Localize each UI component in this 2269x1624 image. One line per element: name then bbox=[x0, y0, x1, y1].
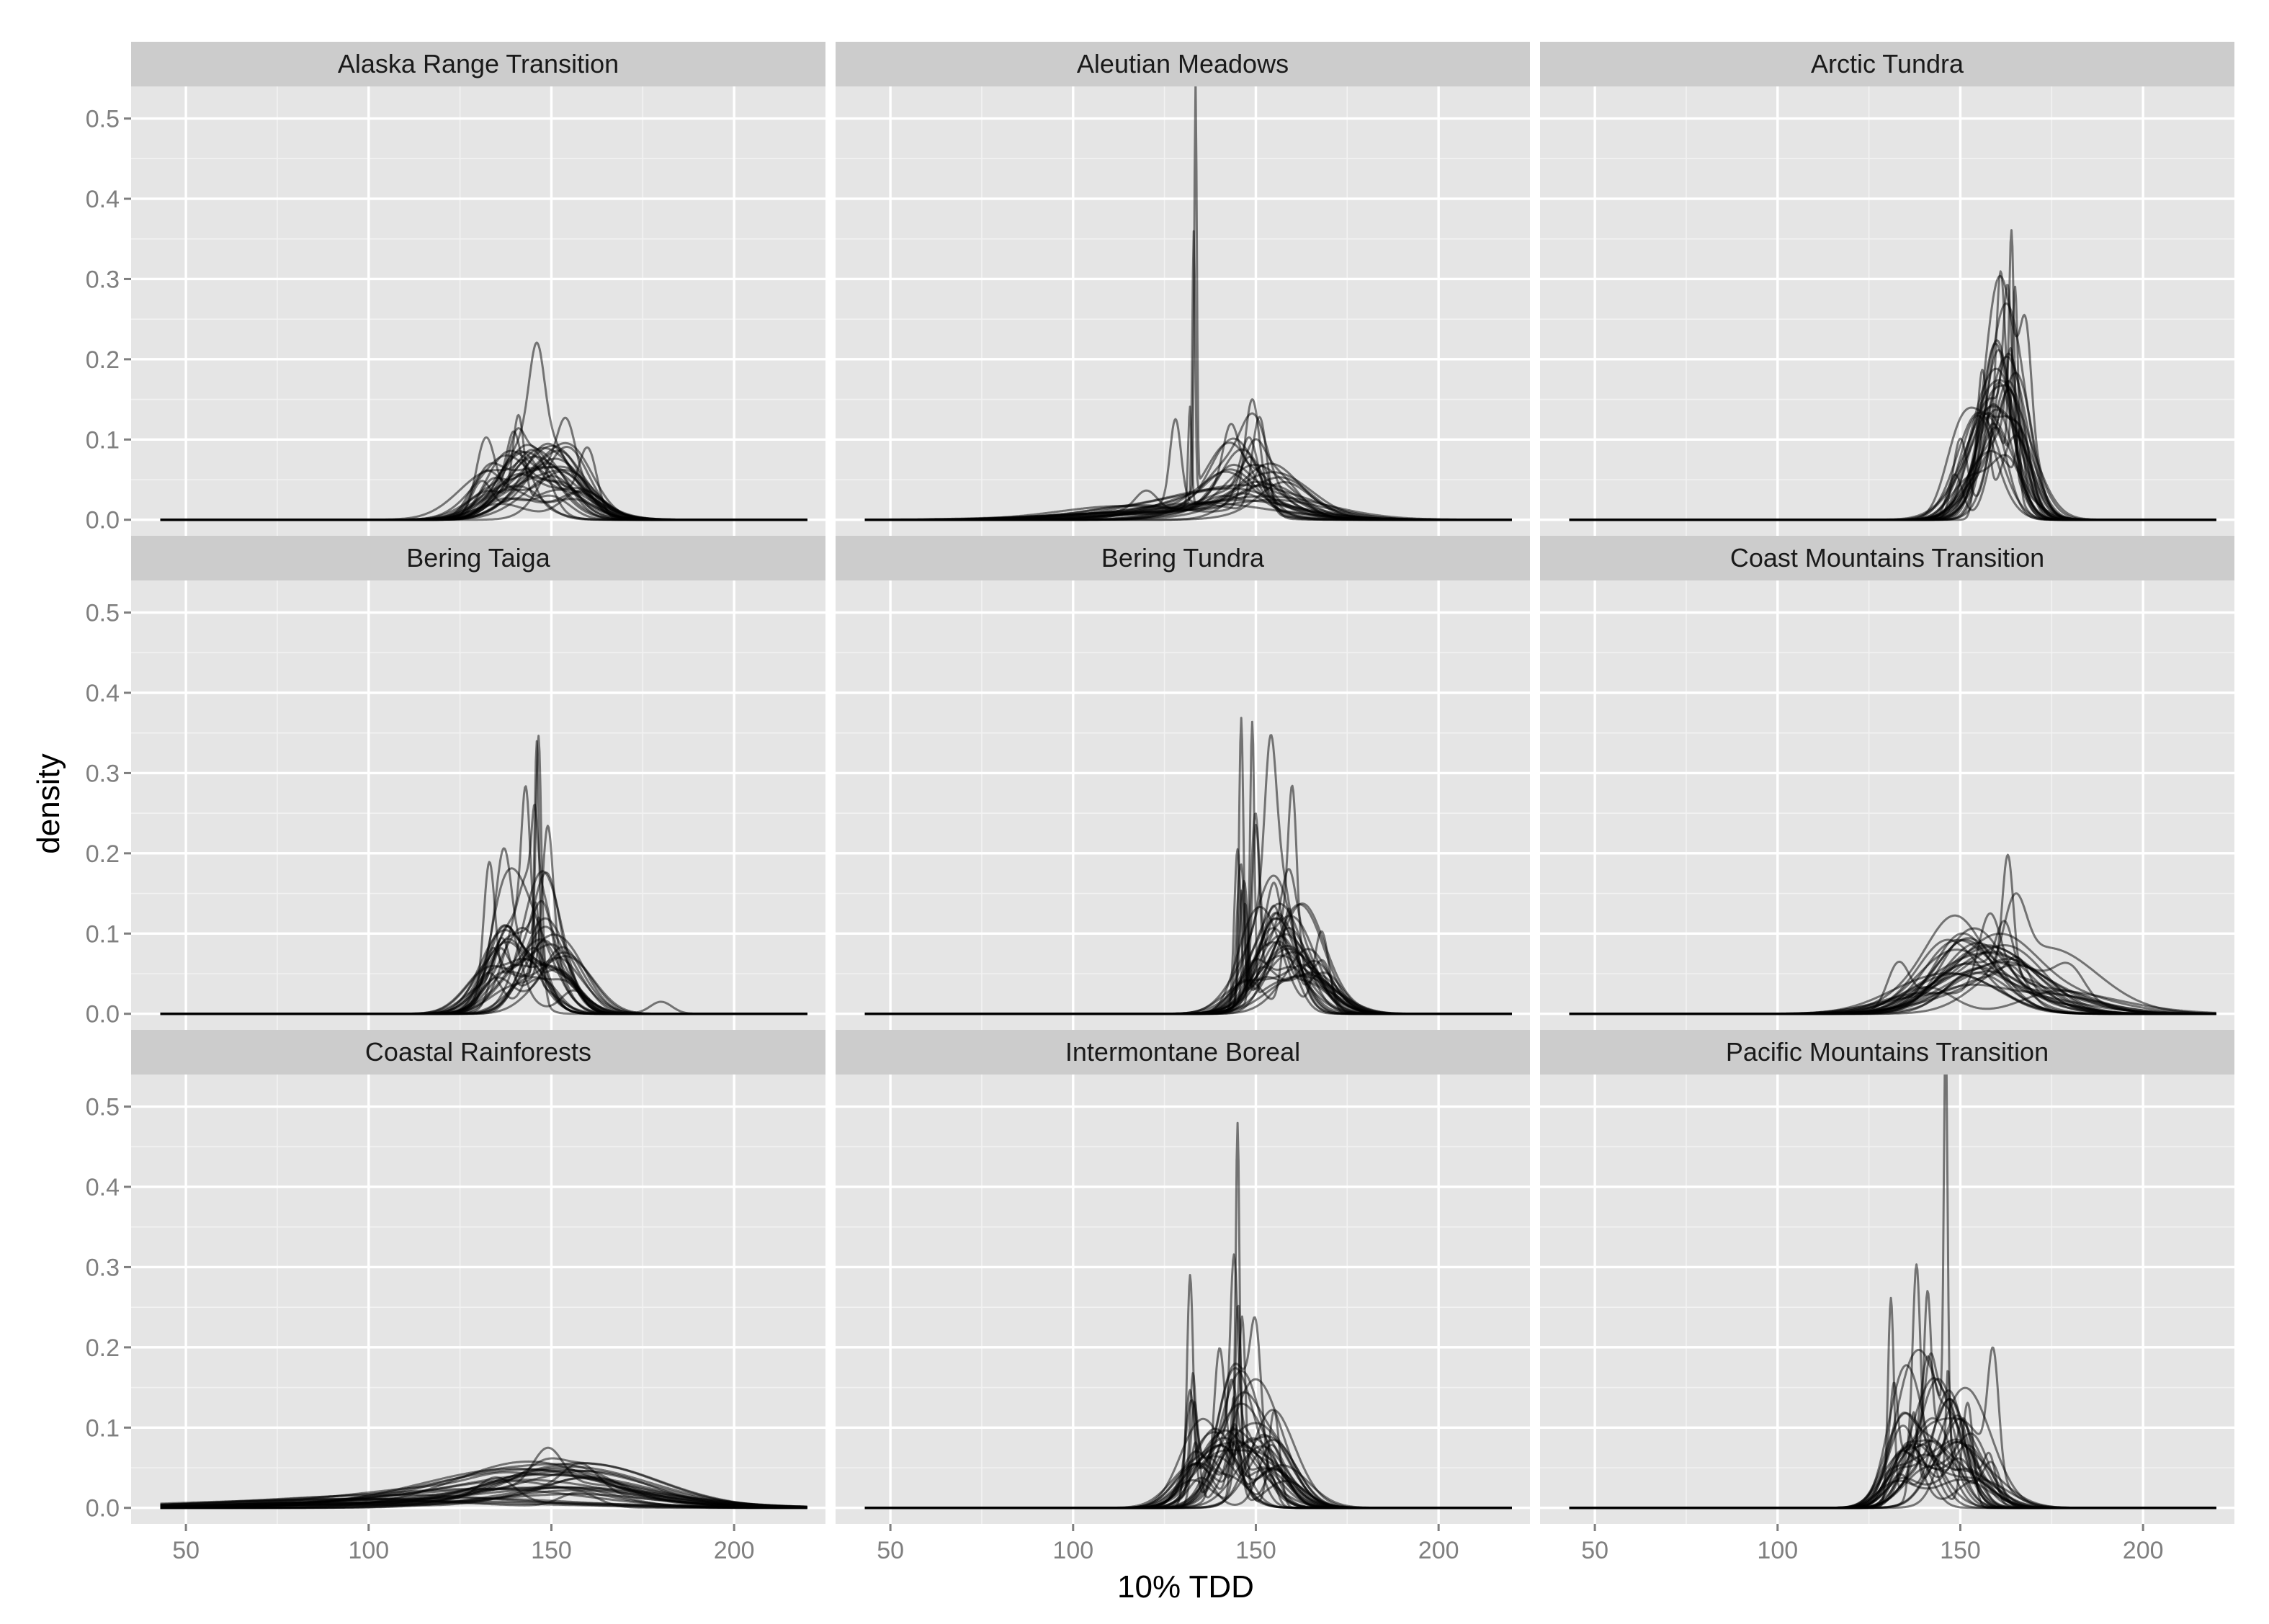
density-series-group bbox=[160, 341, 807, 521]
x-tick-label: 200 bbox=[714, 1537, 755, 1564]
y-tick-label: 0.5 bbox=[86, 1094, 120, 1121]
y-tick-label: 0.5 bbox=[86, 106, 120, 133]
facet-panel: Pacific Mountains Transition 50 100 150 200 bbox=[1540, 1030, 2234, 1564]
panel-background bbox=[131, 86, 825, 536]
x-tick-label: 50 bbox=[877, 1537, 904, 1564]
density-series-line bbox=[160, 459, 807, 521]
facet-strip bbox=[131, 42, 825, 86]
x-tick-label: 200 bbox=[1418, 1537, 1459, 1564]
x-tick-label: 100 bbox=[1757, 1537, 1798, 1564]
facet-strip bbox=[836, 42, 1530, 86]
facet-strip bbox=[836, 536, 1530, 580]
facet-panel: Arctic Tundra bbox=[1540, 42, 2234, 536]
y-tick-label: 0.3 bbox=[86, 266, 120, 293]
density-series-group bbox=[1569, 229, 2216, 521]
x-tick-label: 150 bbox=[1235, 1537, 1276, 1564]
density-series-line bbox=[864, 940, 1512, 1015]
density-series-group bbox=[1569, 1075, 2216, 1509]
x-tick-label: 50 bbox=[172, 1537, 200, 1564]
density-series-line bbox=[1569, 379, 2216, 521]
y-tick-label: 0.2 bbox=[86, 840, 120, 868]
density-series-line bbox=[160, 925, 807, 1015]
y-tick-label: 0.0 bbox=[86, 1001, 120, 1028]
y-tick-label: 0.4 bbox=[86, 1174, 120, 1201]
y-tick-label: 0.3 bbox=[86, 760, 120, 787]
y-tick-label: 0.4 bbox=[86, 186, 120, 213]
panel-background bbox=[1540, 580, 2234, 1030]
density-series-group bbox=[864, 86, 1512, 521]
density-series-line bbox=[160, 1473, 807, 1508]
panel-background bbox=[836, 580, 1530, 1030]
y-tick-label: 0.5 bbox=[86, 600, 120, 627]
facet-strip bbox=[1540, 42, 2234, 86]
y-axis-title: density bbox=[31, 753, 66, 853]
y-tick-label: 0.3 bbox=[86, 1254, 120, 1281]
y-tick-label: 0.2 bbox=[86, 346, 120, 374]
y-tick-label: 0.0 bbox=[86, 1495, 120, 1522]
y-tick-label: 0.2 bbox=[86, 1334, 120, 1362]
density-series-group bbox=[1569, 853, 2216, 1015]
x-tick-label: 50 bbox=[1581, 1537, 1608, 1564]
x-tick-label: 100 bbox=[1052, 1537, 1093, 1564]
y-tick-label: 0.4 bbox=[86, 680, 120, 707]
facet-panel: Bering Tundra bbox=[836, 536, 1530, 1030]
density-series-line bbox=[864, 1423, 1512, 1509]
facet-title: Aleutian Meadows bbox=[1077, 49, 1289, 78]
y-tick-label: 0.1 bbox=[86, 1414, 120, 1442]
x-tick-label: 200 bbox=[2123, 1537, 2164, 1564]
y-tick-label: 0.1 bbox=[86, 426, 120, 454]
panel-background bbox=[1540, 86, 2234, 536]
density-series-line bbox=[1569, 1439, 2216, 1509]
facet-strip bbox=[131, 536, 825, 580]
facet-panel: Coastal Rainforests 0.0 0.1 0.2 0.3 0.4 0.5 50 1… bbox=[86, 1030, 825, 1564]
density-series-group bbox=[160, 735, 807, 1015]
y-tick-label: 0.1 bbox=[86, 920, 120, 948]
density-series-line bbox=[160, 1469, 807, 1509]
facet-panel: Intermontane Boreal 50 100 150 200 bbox=[836, 1030, 1530, 1564]
density-series-line bbox=[864, 412, 1512, 521]
panel-background bbox=[131, 1075, 825, 1524]
facet-title: Bering Tundra bbox=[1101, 543, 1265, 573]
facet-panel: Bering Taiga 0.0 0.1 0.2 0.3 0.4 0.5 bbox=[86, 536, 825, 1030]
density-series-group bbox=[864, 1121, 1512, 1509]
y-tick-label: 0.0 bbox=[86, 507, 120, 534]
panel-background bbox=[131, 580, 825, 1030]
facet-title: Intermontane Boreal bbox=[1065, 1037, 1300, 1067]
density-series-line bbox=[160, 1489, 807, 1509]
facet-title: Coastal Rainforests bbox=[365, 1037, 591, 1067]
facet-panel: Coast Mountains Transition bbox=[1540, 536, 2234, 1030]
x-tick-label: 100 bbox=[348, 1537, 389, 1564]
density-series-group bbox=[864, 717, 1512, 1015]
facet-title: Pacific Mountains Transition bbox=[1726, 1037, 2049, 1067]
facet-title: Bering Taiga bbox=[406, 543, 550, 573]
facet-title: Alaska Range Transition bbox=[338, 49, 619, 78]
facet-strip bbox=[1540, 536, 2234, 580]
facet-strip bbox=[836, 1030, 1530, 1075]
facet-title: Coast Mountains Transition bbox=[1730, 543, 2044, 573]
facet-strip bbox=[1540, 1030, 2234, 1075]
density-series-line bbox=[1569, 927, 2216, 1015]
facet-title: Arctic Tundra bbox=[1811, 49, 1964, 78]
x-axis-title: 10% TDD bbox=[1117, 1569, 1254, 1605]
facet-strip bbox=[131, 1030, 825, 1075]
x-tick-label: 150 bbox=[1940, 1537, 1981, 1564]
density-series-group bbox=[160, 1446, 807, 1509]
x-tick-label: 150 bbox=[531, 1537, 572, 1564]
facet-panel: Alaska Range Transition 0.0 0.1 0.2 0.3 0.4 0.… bbox=[86, 42, 825, 536]
facet-panel: Aleutian Meadows bbox=[836, 42, 1530, 536]
